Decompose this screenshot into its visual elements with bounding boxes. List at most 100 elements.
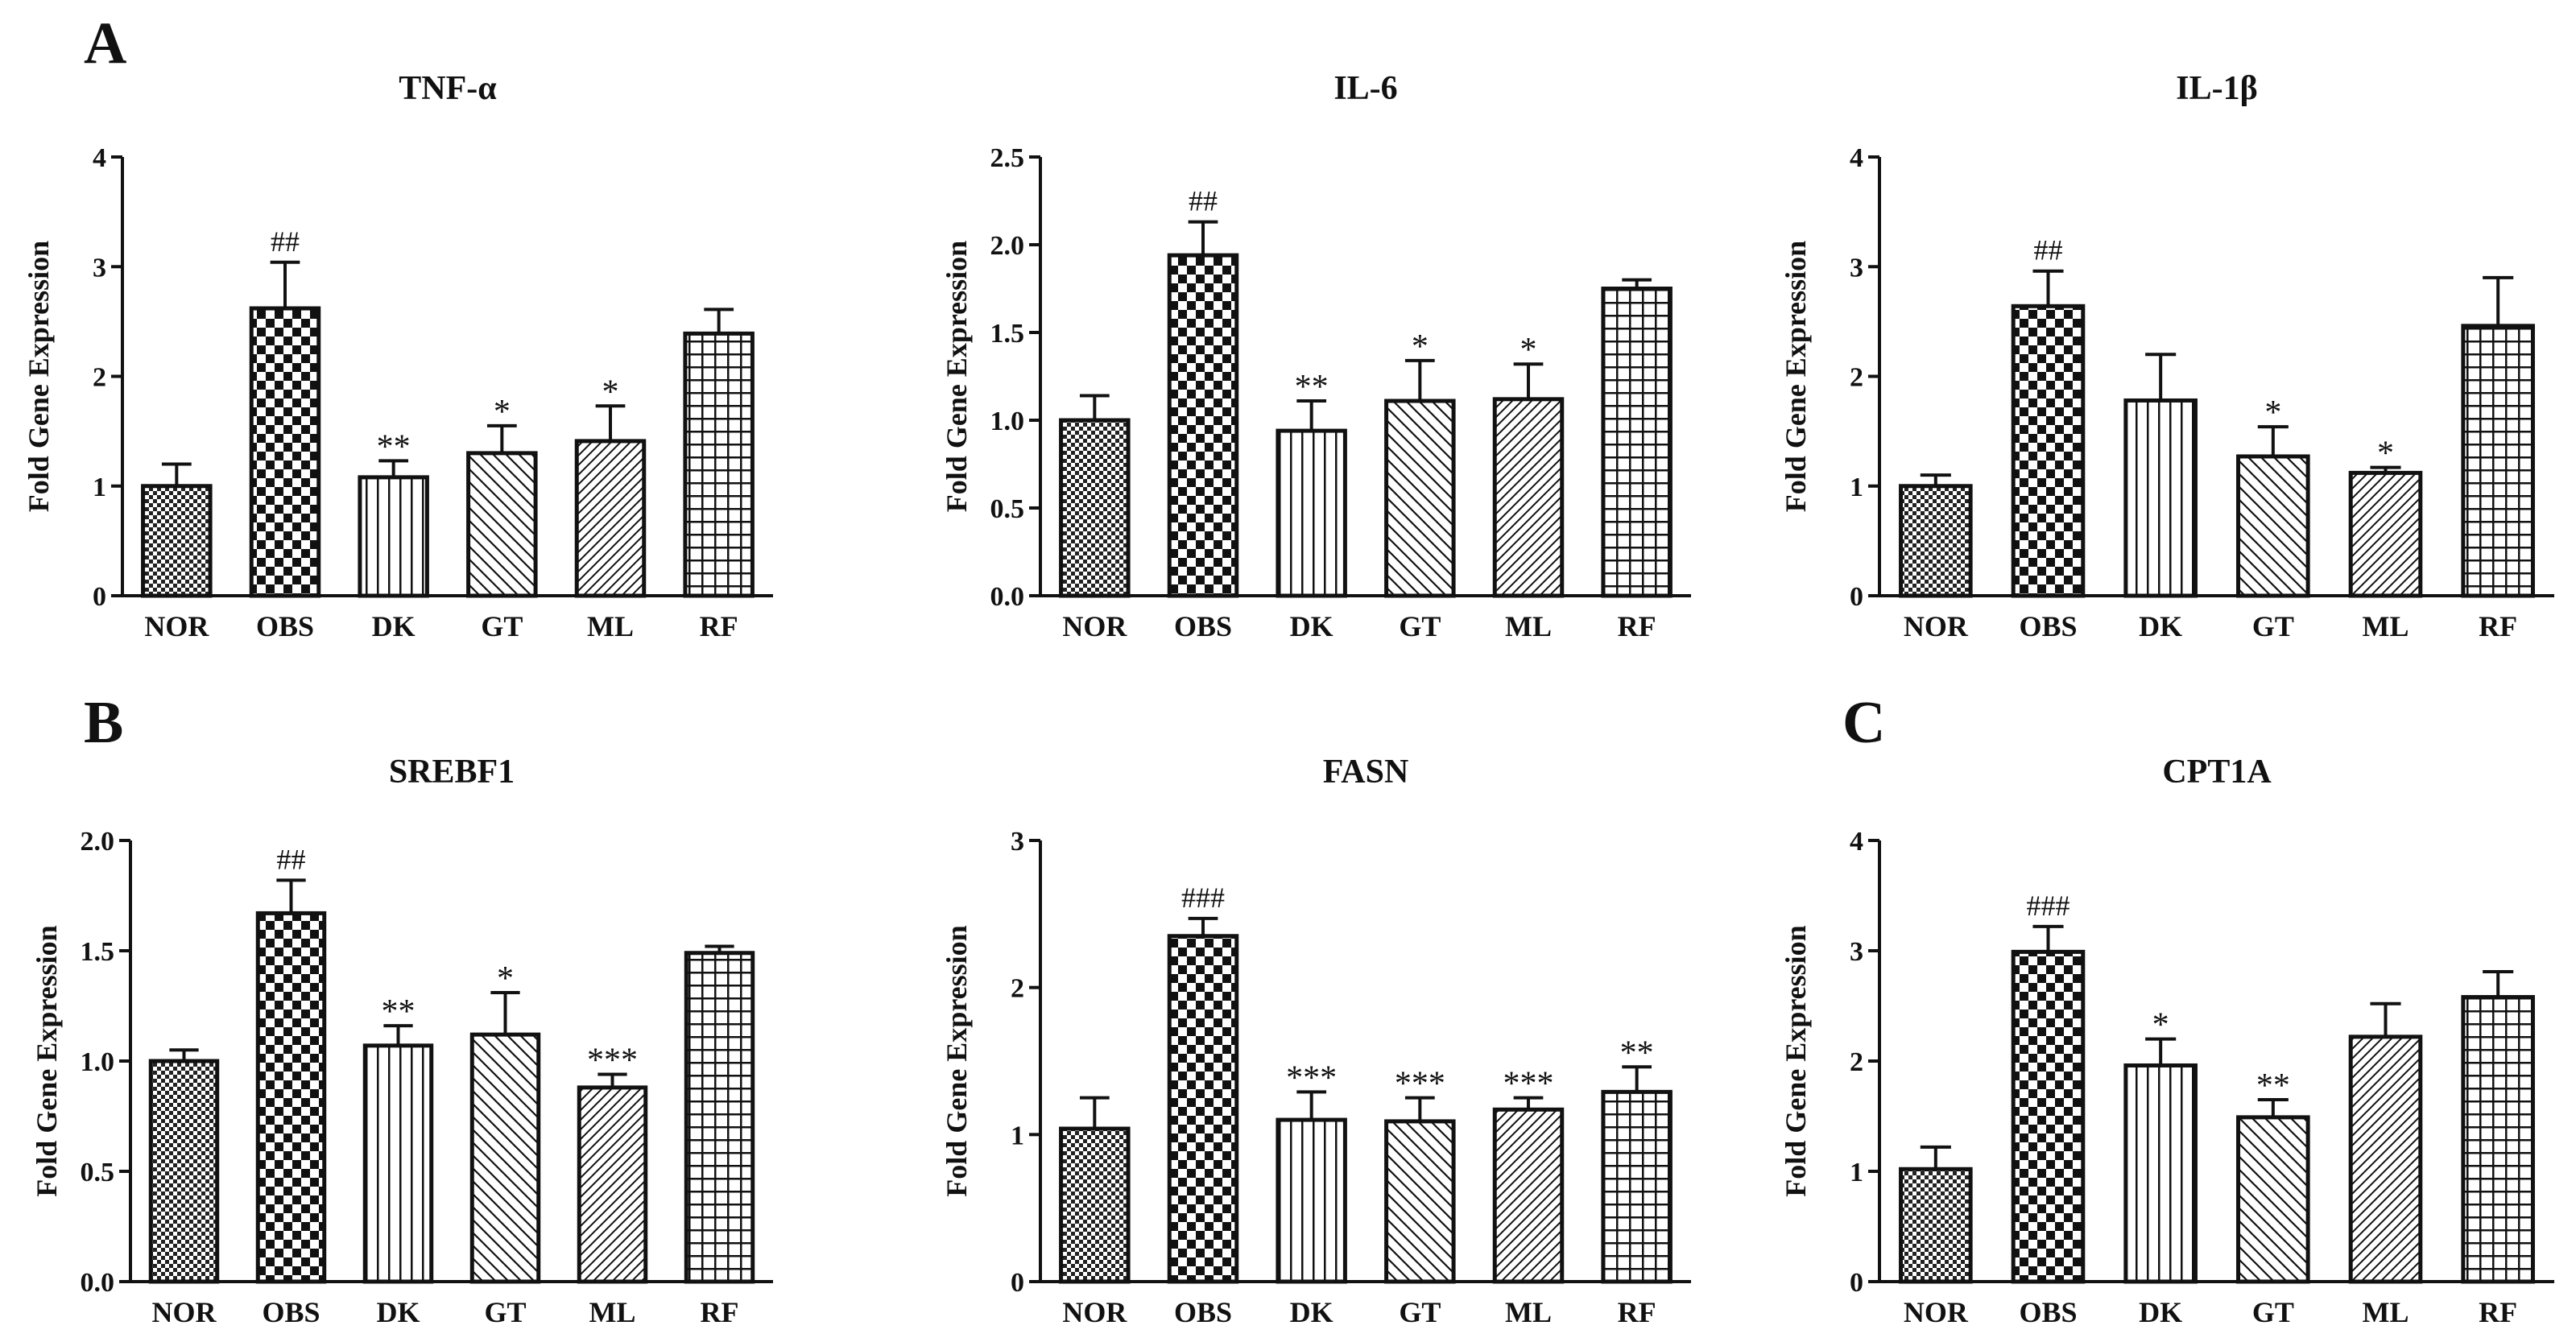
chart-title: IL-1β [2176, 70, 2257, 107]
significance-label: ### [1181, 882, 1225, 914]
significance-label: *** [1286, 1059, 1337, 1096]
bar-gt [2236, 1115, 2310, 1284]
bar-nor [141, 484, 213, 598]
significance-label: * [2377, 436, 2394, 473]
x-tick-label: RF [2479, 610, 2517, 642]
bar-obs [249, 306, 321, 598]
bar-ml [1492, 1107, 1565, 1284]
bar-rf [683, 331, 755, 598]
bar-gt [1384, 398, 1456, 598]
x-tick-label: ML [2363, 610, 2409, 642]
bar-rf [684, 951, 755, 1284]
chart-title: FASN [1323, 754, 1409, 791]
significance-label: * [602, 374, 619, 411]
y-tick-label: 2 [93, 363, 106, 393]
y-tick-label: 4 [1850, 827, 1863, 857]
chart-cpt1a: CPT1A Fold Gene Expression 0 1 2 3 4 NOR ### OBS *… [1780, 754, 2554, 1328]
bar-dk [1276, 428, 1347, 598]
x-tick-label: RF [701, 1296, 739, 1328]
bar-dk [358, 475, 429, 598]
bar-gt [466, 451, 538, 598]
x-tick-label: NOR [1904, 1296, 1969, 1328]
y-tick-label: 4 [1850, 143, 1863, 173]
x-tick-label: OBS [1174, 1296, 1232, 1328]
x-tick-label: NOR [1904, 610, 1969, 642]
significance-label: * [2264, 394, 2281, 432]
y-tick-label: 2.5 [990, 143, 1025, 173]
x-tick-label: DK [2139, 610, 2182, 642]
x-tick-label: DK [377, 1296, 420, 1328]
x-tick-label: ML [1505, 1296, 1552, 1328]
y-tick-label: 0.0 [990, 582, 1025, 612]
bar-ml [2348, 1034, 2423, 1284]
y-tick-label: 1.0 [990, 407, 1025, 436]
bar-nor [148, 1059, 220, 1284]
bar-dk [2123, 398, 2198, 598]
significance-label: *** [1395, 1066, 1445, 1103]
significance-label: ** [377, 428, 411, 465]
bar-obs [2011, 949, 2086, 1284]
y-tick-label: 1 [93, 473, 106, 502]
bar-obs [255, 910, 327, 1284]
x-tick-label: DK [1290, 610, 1333, 642]
significance-label: ### [2027, 890, 2070, 922]
x-tick-label: ML [1505, 610, 1552, 642]
y-tick-label: 0.0 [81, 1268, 115, 1298]
y-tick-label: 3 [1011, 827, 1024, 857]
y-axis-label: Fold Gene Expression [23, 241, 55, 512]
x-tick-label: NOR [144, 610, 209, 642]
y-tick-label: 0.5 [81, 1158, 115, 1187]
panel-label-b: B [84, 690, 124, 756]
y-axis-label: Fold Gene Expression [941, 241, 973, 512]
x-tick-label: GT [2252, 610, 2294, 642]
y-tick-label: 1 [1850, 1158, 1863, 1187]
significance-label: * [1412, 328, 1429, 365]
y-tick-label: 2.0 [990, 231, 1025, 261]
x-tick-label: DK [1290, 1296, 1333, 1328]
x-tick-label: OBS [256, 610, 314, 642]
y-tick-label: 2 [1011, 974, 1024, 1004]
y-axis-label: Fold Gene Expression [941, 925, 973, 1196]
y-tick-label: 0 [93, 582, 106, 612]
chart-il-1-: IL-1β Fold Gene Expression 0 1 2 3 4 NOR ## OBS DK… [1780, 70, 2554, 642]
y-tick-label: 1.5 [81, 937, 115, 967]
chart-srebf1: SREBF1 Fold Gene Expression 0.0 0.5 1.0 1.5 2.… [31, 754, 773, 1328]
bar-nor [1899, 1167, 1973, 1284]
bar-rf [2461, 324, 2535, 598]
significance-label: ## [1189, 185, 1218, 217]
y-tick-label: 4 [93, 143, 106, 173]
x-tick-label: RF [2479, 1296, 2517, 1328]
y-tick-label: 0.5 [990, 494, 1025, 524]
x-tick-label: GT [2252, 1296, 2294, 1328]
x-tick-label: OBS [2019, 610, 2077, 642]
bar-ml [2348, 470, 2423, 598]
significance-label: ** [382, 993, 416, 1030]
y-axis-label: Fold Gene Expression [1780, 241, 1812, 512]
x-tick-label: DK [372, 610, 416, 642]
significance-label: ## [277, 843, 306, 875]
significance-label: ## [271, 225, 300, 258]
y-axis-label: Fold Gene Expression [31, 925, 63, 1196]
y-tick-label: 1.5 [990, 319, 1025, 349]
y-tick-label: 3 [1850, 253, 1863, 283]
chart-title: CPT1A [2162, 754, 2272, 791]
y-tick-label: 3 [93, 253, 106, 283]
bar-gt [2236, 454, 2310, 598]
y-tick-label: 1.0 [81, 1047, 115, 1077]
significance-label: ** [1295, 369, 1329, 406]
panel-label-c: C [1842, 690, 1886, 756]
x-tick-label: NOR [1062, 1296, 1127, 1328]
x-tick-label: OBS [1174, 610, 1232, 642]
bar-obs [1167, 934, 1239, 1284]
bar-dk [362, 1043, 434, 1284]
x-tick-label: ML [587, 610, 634, 642]
bar-gt [469, 1032, 541, 1284]
significance-label: *** [1503, 1066, 1554, 1103]
y-tick-label: 1 [1850, 473, 1863, 502]
x-tick-label: ML [589, 1296, 636, 1328]
y-tick-label: 0 [1850, 1268, 1863, 1298]
significance-label: * [2152, 1007, 2169, 1044]
panel-label-a: A [84, 10, 127, 76]
y-tick-label: 2 [1850, 1047, 1863, 1077]
